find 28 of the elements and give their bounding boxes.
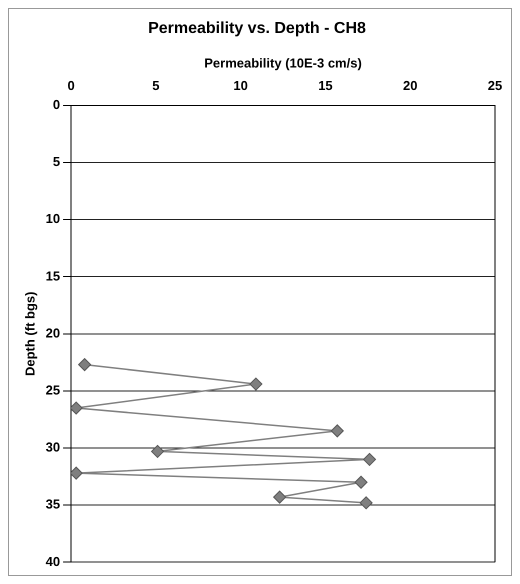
x-tick-label: 15 xyxy=(318,78,333,94)
y-tick-label: 10 xyxy=(46,211,60,226)
point xyxy=(330,424,344,438)
y-axis-title: Depth (ft bgs) xyxy=(22,292,38,376)
point xyxy=(71,466,83,480)
point xyxy=(249,378,262,391)
point xyxy=(354,476,368,489)
y-tick-label: 5 xyxy=(52,154,60,170)
chart-title: Permeability vs. Depth - CH8 xyxy=(148,20,366,38)
point xyxy=(273,490,286,504)
point xyxy=(78,358,92,372)
x-tick-label: 25 xyxy=(488,78,502,94)
y-tick-label: 25 xyxy=(46,382,60,398)
y-tick-label: 30 xyxy=(46,440,60,455)
x-tick-label: 10 xyxy=(233,78,248,94)
point xyxy=(71,402,83,415)
y-tick-label: 0 xyxy=(52,96,60,112)
y-tick-label: 40 xyxy=(46,554,60,569)
x-tick-label: 5 xyxy=(152,78,160,94)
x-axis-title: Permeability (10E-3 cm/s) xyxy=(204,56,362,71)
x-tick-label: 20 xyxy=(402,78,418,94)
point xyxy=(360,496,373,510)
y-tick-label: 15 xyxy=(46,268,60,284)
y-tick-label: 20 xyxy=(46,325,60,340)
x-tick-label: 0 xyxy=(67,78,75,94)
point xyxy=(363,452,376,466)
y-tick-label: 35 xyxy=(46,496,60,512)
point xyxy=(151,444,164,458)
